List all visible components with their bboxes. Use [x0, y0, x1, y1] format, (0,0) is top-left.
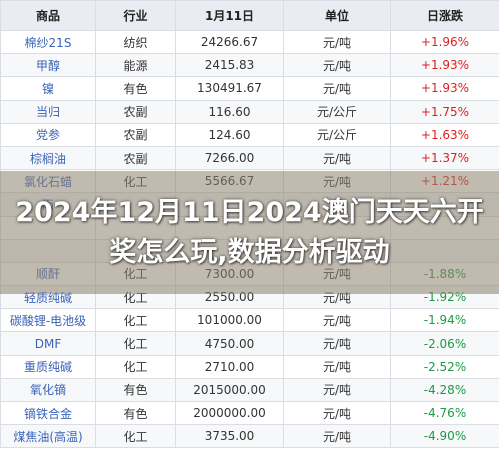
- commodity-name-cell[interactable]: 煤焦油(高温): [0, 424, 96, 449]
- table-row: 煤焦油(高温) 化工 3735.00 元/吨 -4.90%: [0, 424, 499, 449]
- unit-cell: 元/吨: [283, 76, 391, 101]
- change-cell: +1.93%: [390, 76, 499, 101]
- change-cell: -2.52%: [390, 354, 499, 379]
- industry-cell: 化工: [95, 308, 176, 333]
- price-cell: 2415.83: [175, 53, 284, 78]
- unit-cell: 元/吨: [283, 424, 391, 449]
- industry-cell: 有色: [95, 400, 176, 426]
- unit-cell: 元/吨: [283, 308, 391, 333]
- table-row: 当归 农副 116.60 元/公斤 +1.75%: [0, 99, 499, 124]
- price-cell: 130491.67: [175, 76, 284, 101]
- change-cell: -2.06%: [390, 331, 499, 356]
- table-header-row: 商品 行业 1月11日 单位 日涨跌: [0, 0, 499, 31]
- commodity-name-cell[interactable]: 氧化镝: [0, 377, 96, 403]
- header-industry: 行业: [95, 0, 176, 31]
- table-row: 氧化镝 有色 2015000.00 元/吨 -4.28%: [0, 377, 499, 403]
- price-cell: 7266.00: [175, 145, 284, 171]
- industry-cell: 农副: [95, 99, 176, 124]
- change-cell: -1.94%: [390, 308, 499, 333]
- price-cell: 116.60: [175, 99, 284, 124]
- change-cell: -4.90%: [390, 424, 499, 449]
- industry-cell: 纺织: [95, 29, 176, 55]
- commodity-name-cell[interactable]: 甲醇: [0, 53, 96, 78]
- table-row: 棉纱21S 纺织 24266.67 元/吨 +1.96%: [0, 29, 499, 55]
- industry-cell: 农副: [95, 122, 176, 147]
- price-cell: 124.60: [175, 122, 284, 147]
- unit-cell: 元/公斤: [283, 99, 391, 124]
- price-cell: 2000000.00: [175, 400, 284, 426]
- change-cell: +1.37%: [390, 145, 499, 171]
- table-row: DMF 化工 4750.00 元/吨 -2.06%: [0, 331, 499, 356]
- table-row: 棕榈油 农副 7266.00 元/吨 +1.37%: [0, 145, 499, 171]
- unit-cell: 元/吨: [283, 145, 391, 171]
- price-cell: 2015000.00: [175, 377, 284, 403]
- industry-cell: 化工: [95, 354, 176, 379]
- change-cell: -4.28%: [390, 377, 499, 403]
- header-daily-change: 日涨跌: [390, 0, 499, 31]
- price-cell: 3735.00: [175, 424, 284, 449]
- industry-cell: 能源: [95, 53, 176, 78]
- commodity-name-cell[interactable]: 党参: [0, 122, 96, 147]
- table-row: 镍有色 130491.67 元/吨 +1.93%: [0, 76, 499, 101]
- banner-title: 2024年12月11日2024澳门天天六开奖怎么玩,数据分析驱动: [15, 196, 484, 268]
- overlay-banner: 2024年12月11日2024澳门天天六开奖怎么玩,数据分析驱动: [0, 171, 499, 294]
- commodity-name-cell[interactable]: DMF: [0, 331, 96, 356]
- change-cell: -4.76%: [390, 400, 499, 426]
- commodity-name-cell[interactable]: 镍: [0, 76, 96, 101]
- change-cell: +1.93%: [390, 53, 499, 78]
- table-row: 碳酸锂-电池级 化工 101000.00 元/吨 -1.94%: [0, 308, 499, 333]
- unit-cell: 元/吨: [283, 354, 391, 379]
- unit-cell: 元/吨: [283, 331, 391, 356]
- price-cell: 101000.00: [175, 308, 284, 333]
- unit-cell: 元/吨: [283, 400, 391, 426]
- industry-cell: 有色: [95, 76, 176, 101]
- commodity-name-cell[interactable]: 镝铁合金: [0, 400, 96, 426]
- change-cell: +1.63%: [390, 122, 499, 147]
- header-commodity: 商品: [0, 0, 96, 31]
- change-cell: +1.96%: [390, 29, 499, 55]
- price-cell: 4750.00: [175, 331, 284, 356]
- commodity-name-cell[interactable]: 棕榈油: [0, 145, 96, 171]
- header-date-price: 1月11日: [175, 0, 284, 31]
- industry-cell: 农副: [95, 145, 176, 171]
- table-row: 党参 农副 124.60 元/公斤 +1.63%: [0, 122, 499, 147]
- commodity-name-cell[interactable]: 当归: [0, 99, 96, 124]
- table-row: 镝铁合金 有色 2000000.00 元/吨 -4.76%: [0, 400, 499, 426]
- commodity-name-cell[interactable]: 重质纯碱: [0, 354, 96, 379]
- commodity-name-cell[interactable]: 碳酸锂-电池级: [0, 308, 96, 333]
- unit-cell: 元/吨: [283, 53, 391, 78]
- table-row: 甲醇 能源 2415.83 元/吨 +1.93%: [0, 53, 499, 78]
- change-cell: +1.75%: [390, 99, 499, 124]
- industry-cell: 有色: [95, 377, 176, 403]
- table-row: 重质纯碱 化工 2710.00 元/吨 -2.52%: [0, 354, 499, 379]
- unit-cell: 元/吨: [283, 29, 391, 55]
- price-cell: 2710.00: [175, 354, 284, 379]
- price-cell: 24266.67: [175, 29, 284, 55]
- header-unit: 单位: [283, 0, 391, 31]
- commodity-name-cell[interactable]: 棉纱21S: [0, 29, 96, 55]
- unit-cell: 元/吨: [283, 377, 391, 403]
- industry-cell: 化工: [95, 424, 176, 449]
- industry-cell: 化工: [95, 331, 176, 356]
- unit-cell: 元/公斤: [283, 122, 391, 147]
